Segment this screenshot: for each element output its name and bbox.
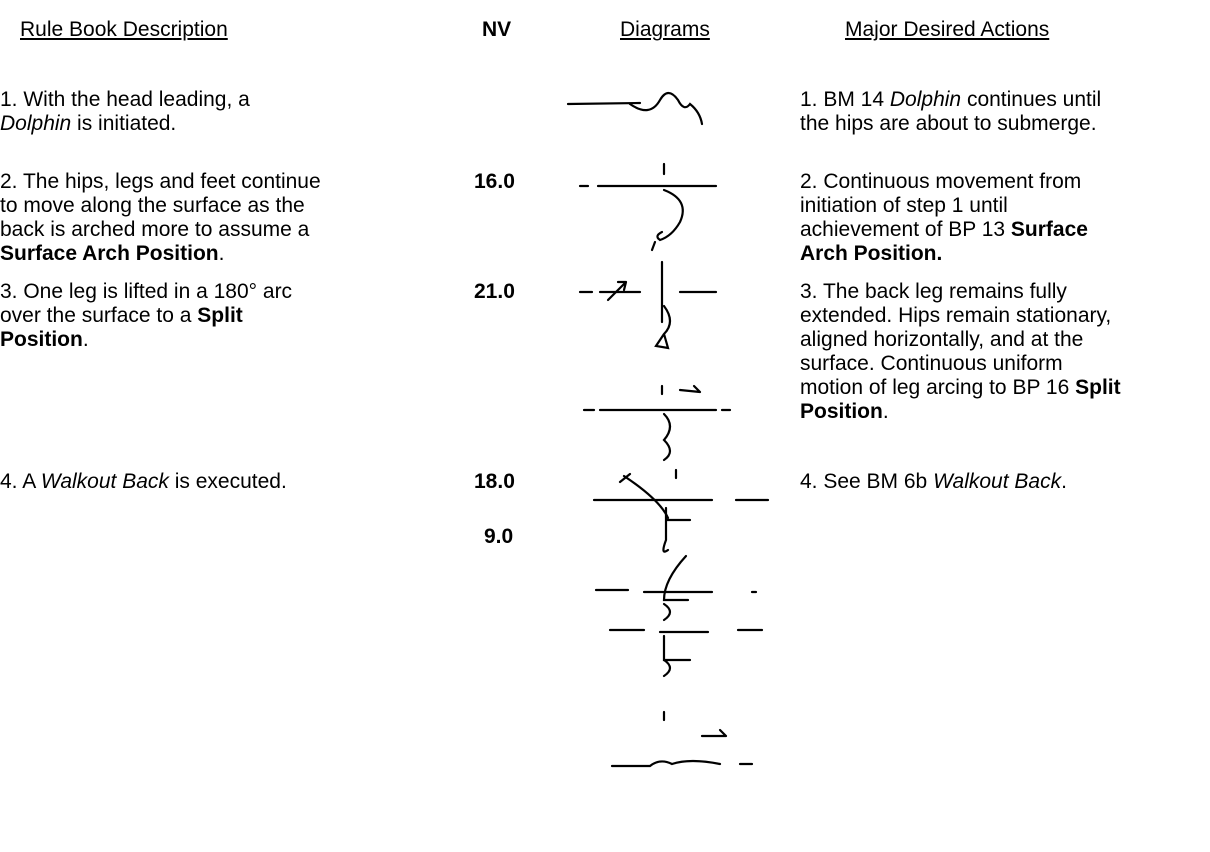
text-segment: . (882, 400, 889, 423)
actions: 1. BM 14 Dolphin continues until the hips… (800, 88, 1101, 136)
text-segment: continues until (961, 88, 1102, 111)
text-line: the hips are about to submerge. (800, 112, 1101, 136)
text-segment: Surface Arch Position (0, 242, 219, 265)
nv-value: 21.0 (474, 280, 515, 303)
description: 4. A Walkout Back is executed. (0, 470, 287, 494)
description: 1. With the head leading, a Dolphin is in… (0, 88, 250, 136)
text-segment: to move along the surface as the (0, 194, 305, 217)
description: 3. One leg is lifted in a 180° arc over t… (0, 280, 292, 352)
text-segment: 2. The hips, legs and feet continue (0, 170, 321, 193)
text-line: surface. Continuous uniform (800, 352, 1121, 376)
text-segment: Dolphin (889, 88, 962, 111)
text-line: aligned horizontally, and at the (800, 328, 1121, 352)
text-line: 4. A Walkout Back is executed. (0, 470, 287, 494)
nv-value: 18.0 (474, 470, 515, 493)
text-line: 1. BM 14 Dolphin continues until (800, 88, 1101, 112)
text-line: to move along the surface as the (0, 194, 321, 218)
text-line: Surface Arch Position. (0, 242, 321, 266)
text-line: motion of leg arcing to BP 16 Split (800, 376, 1121, 400)
diagram (566, 91, 704, 126)
diagram (578, 162, 718, 252)
text-line: Dolphin is initiated. (0, 112, 250, 136)
text-segment: back is arched more to assume a (0, 218, 310, 241)
text-segment: Position (0, 328, 83, 351)
header-actions: Major Desired Actions (845, 18, 1050, 41)
text-segment: achievement of BP 13 (800, 218, 1011, 241)
text-line: 2. The hips, legs and feet continue (0, 170, 321, 194)
text-segment: surface. Continuous uniform (800, 352, 1063, 375)
text-segment: the hips are about to submerge. (800, 112, 1097, 135)
header-diagrams: Diagrams (620, 18, 710, 41)
text-line: 2. Continuous movement from (800, 170, 1088, 194)
header-description: Rule Book Description (20, 18, 228, 41)
header-nv: NV (482, 18, 512, 41)
nv-value: 9.0 (484, 525, 514, 548)
nv-value: 16.0 (474, 170, 515, 193)
text-segment: 3. One leg is lifted in a 180° arc (0, 280, 293, 303)
text-segment: Split (197, 304, 243, 327)
text-line: extended. Hips remain stationary, (800, 304, 1121, 328)
text-line: 3. One leg is lifted in a 180° arc (0, 280, 292, 304)
text-segment: is initiated. (71, 112, 177, 135)
actions: 2. Continuous movement from initiation of… (800, 170, 1088, 266)
text-segment: Walkout Back (933, 470, 1062, 493)
text-segment: 1. With the head leading, a (0, 88, 250, 111)
text-line: back is arched more to assume a (0, 218, 321, 242)
text-line: over the surface to a Split (0, 304, 292, 328)
text-segment: aligned horizontally, and at the (800, 328, 1084, 351)
text-segment: motion of leg arcing to BP 16 (800, 376, 1076, 399)
text-segment: over the surface to a (0, 304, 198, 327)
actions: 3. The back leg remains fully extended. H… (800, 280, 1121, 424)
text-segment: Walkout Back (40, 470, 169, 493)
text-line: 3. The back leg remains fully (800, 280, 1121, 304)
text-segment: is executed. (168, 470, 287, 493)
text-segment: Split (1075, 376, 1121, 399)
text-line: Arch Position. (800, 242, 1088, 266)
description: 2. The hips, legs and feet continue to mo… (0, 170, 321, 266)
text-line: 1. With the head leading, a (0, 88, 250, 112)
text-line: Position. (0, 328, 292, 352)
text-line: achievement of BP 13 Surface (800, 218, 1088, 242)
text-line: Position. (800, 400, 1121, 424)
text-segment: Position (800, 400, 883, 423)
text-segment: Surface (1010, 218, 1088, 241)
diagram (592, 468, 770, 768)
text-segment: Arch Position. (800, 242, 943, 265)
diagram (578, 260, 732, 462)
text-segment: Dolphin (0, 112, 72, 135)
text-segment: . (82, 328, 89, 351)
text-segment: 4. A (0, 470, 41, 493)
text-segment: 4. See BM 6b (800, 470, 934, 493)
text-line: initiation of step 1 until (800, 194, 1088, 218)
text-segment: . (218, 242, 225, 265)
text-segment: extended. Hips remain stationary, (800, 304, 1112, 327)
text-line: 4. See BM 6b Walkout Back. (800, 470, 1067, 494)
text-segment: initiation of step 1 until (800, 194, 1008, 217)
actions: 4. See BM 6b Walkout Back. (800, 470, 1067, 494)
text-segment: 3. The back leg remains fully (800, 280, 1067, 303)
text-segment: 2. Continuous movement from (800, 170, 1082, 193)
text-segment: . (1061, 470, 1067, 493)
text-segment: 1. BM 14 (800, 88, 890, 111)
